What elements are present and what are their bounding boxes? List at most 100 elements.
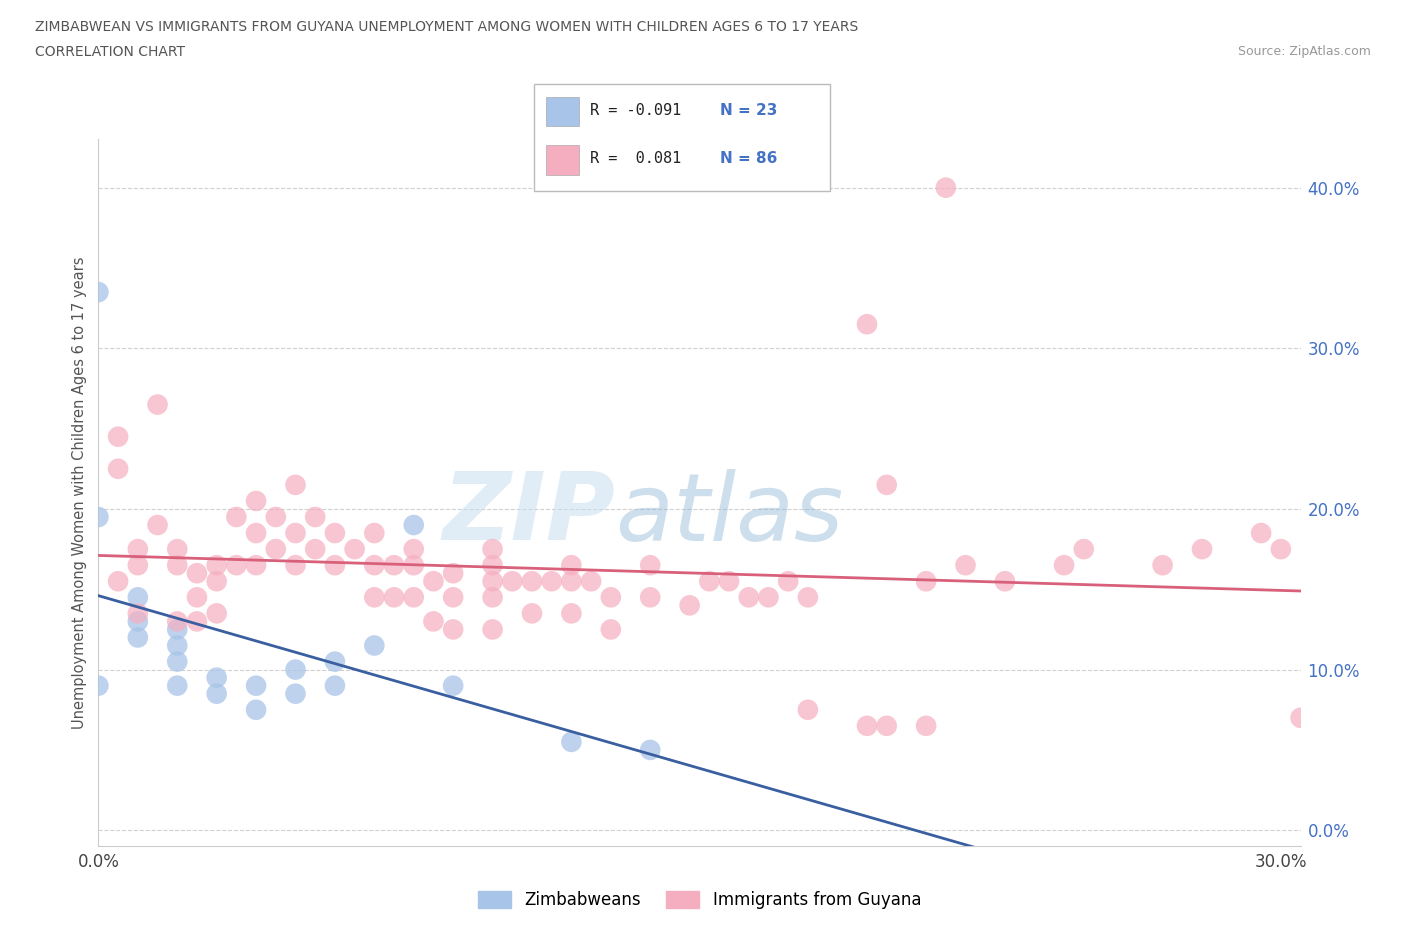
Point — [1270, 541, 1292, 556]
Text: ZIP: ZIP — [443, 468, 616, 560]
Point — [245, 702, 267, 717]
Point — [107, 574, 129, 589]
Point — [638, 590, 661, 604]
Point — [778, 574, 800, 589]
Point — [1073, 541, 1095, 556]
Point — [638, 742, 661, 757]
Point — [422, 614, 444, 629]
Text: Source: ZipAtlas.com: Source: ZipAtlas.com — [1237, 45, 1371, 58]
Point — [856, 718, 879, 733]
Point — [225, 558, 247, 573]
Point — [205, 606, 228, 621]
Point — [127, 614, 149, 629]
Point — [441, 590, 464, 604]
Point — [1053, 558, 1076, 573]
Point — [382, 590, 405, 604]
Text: N = 86: N = 86 — [720, 151, 778, 166]
Point — [87, 510, 110, 525]
Point — [520, 606, 543, 621]
Point — [107, 461, 129, 476]
Point — [205, 671, 228, 685]
Point — [284, 686, 307, 701]
Point — [323, 654, 346, 669]
Point — [363, 638, 385, 653]
Point — [955, 558, 977, 573]
Point — [797, 702, 820, 717]
Point — [422, 574, 444, 589]
Point — [166, 614, 188, 629]
Point — [205, 558, 228, 573]
Point — [186, 614, 208, 629]
Point — [205, 574, 228, 589]
Point — [797, 590, 820, 604]
Point — [560, 606, 582, 621]
Point — [166, 558, 188, 573]
Text: N = 23: N = 23 — [720, 103, 778, 118]
Point — [166, 541, 188, 556]
Point — [363, 558, 385, 573]
Point — [915, 574, 938, 589]
Point — [1191, 541, 1213, 556]
Point — [127, 606, 149, 621]
Point — [540, 574, 562, 589]
Point — [758, 590, 780, 604]
Point — [560, 574, 582, 589]
Point — [166, 622, 188, 637]
Point — [699, 574, 721, 589]
Point — [520, 574, 543, 589]
Point — [481, 541, 503, 556]
Point — [264, 541, 287, 556]
Point — [166, 678, 188, 693]
Point — [856, 317, 879, 332]
Point — [579, 574, 602, 589]
Point — [127, 630, 149, 644]
Point — [876, 718, 898, 733]
Point — [915, 718, 938, 733]
Point — [560, 735, 582, 750]
Point — [245, 494, 267, 509]
Point — [146, 397, 169, 412]
Text: CORRELATION CHART: CORRELATION CHART — [35, 45, 186, 59]
Point — [166, 638, 188, 653]
Point — [284, 525, 307, 540]
Point — [323, 558, 346, 573]
Point — [87, 678, 110, 693]
Point — [994, 574, 1017, 589]
Point — [146, 518, 169, 533]
Point — [678, 598, 700, 613]
Bar — [546, 97, 579, 126]
Point — [127, 541, 149, 556]
Point — [245, 525, 267, 540]
Text: ZIMBABWEAN VS IMMIGRANTS FROM GUYANA UNEMPLOYMENT AMONG WOMEN WITH CHILDREN AGES: ZIMBABWEAN VS IMMIGRANTS FROM GUYANA UNE… — [35, 20, 859, 34]
Point — [107, 430, 129, 445]
Text: atlas: atlas — [616, 469, 844, 560]
Point — [935, 180, 957, 195]
Point — [166, 654, 188, 669]
Point — [264, 510, 287, 525]
Point — [560, 558, 582, 573]
Point — [599, 622, 621, 637]
Text: R = -0.091: R = -0.091 — [591, 103, 682, 118]
Point — [481, 558, 503, 573]
Point — [382, 558, 405, 573]
Point — [186, 565, 208, 580]
Point — [343, 541, 366, 556]
Point — [599, 590, 621, 604]
Point — [186, 590, 208, 604]
Point — [876, 477, 898, 492]
Point — [127, 590, 149, 604]
Point — [402, 518, 425, 533]
Point — [638, 558, 661, 573]
Point — [718, 574, 741, 589]
Point — [304, 541, 326, 556]
Point — [304, 510, 326, 525]
Point — [481, 590, 503, 604]
Bar — [546, 145, 579, 175]
Point — [225, 510, 247, 525]
Point — [87, 285, 110, 299]
Point — [245, 678, 267, 693]
Point — [205, 686, 228, 701]
Point — [501, 574, 523, 589]
Point — [1289, 711, 1312, 725]
Point — [127, 558, 149, 573]
